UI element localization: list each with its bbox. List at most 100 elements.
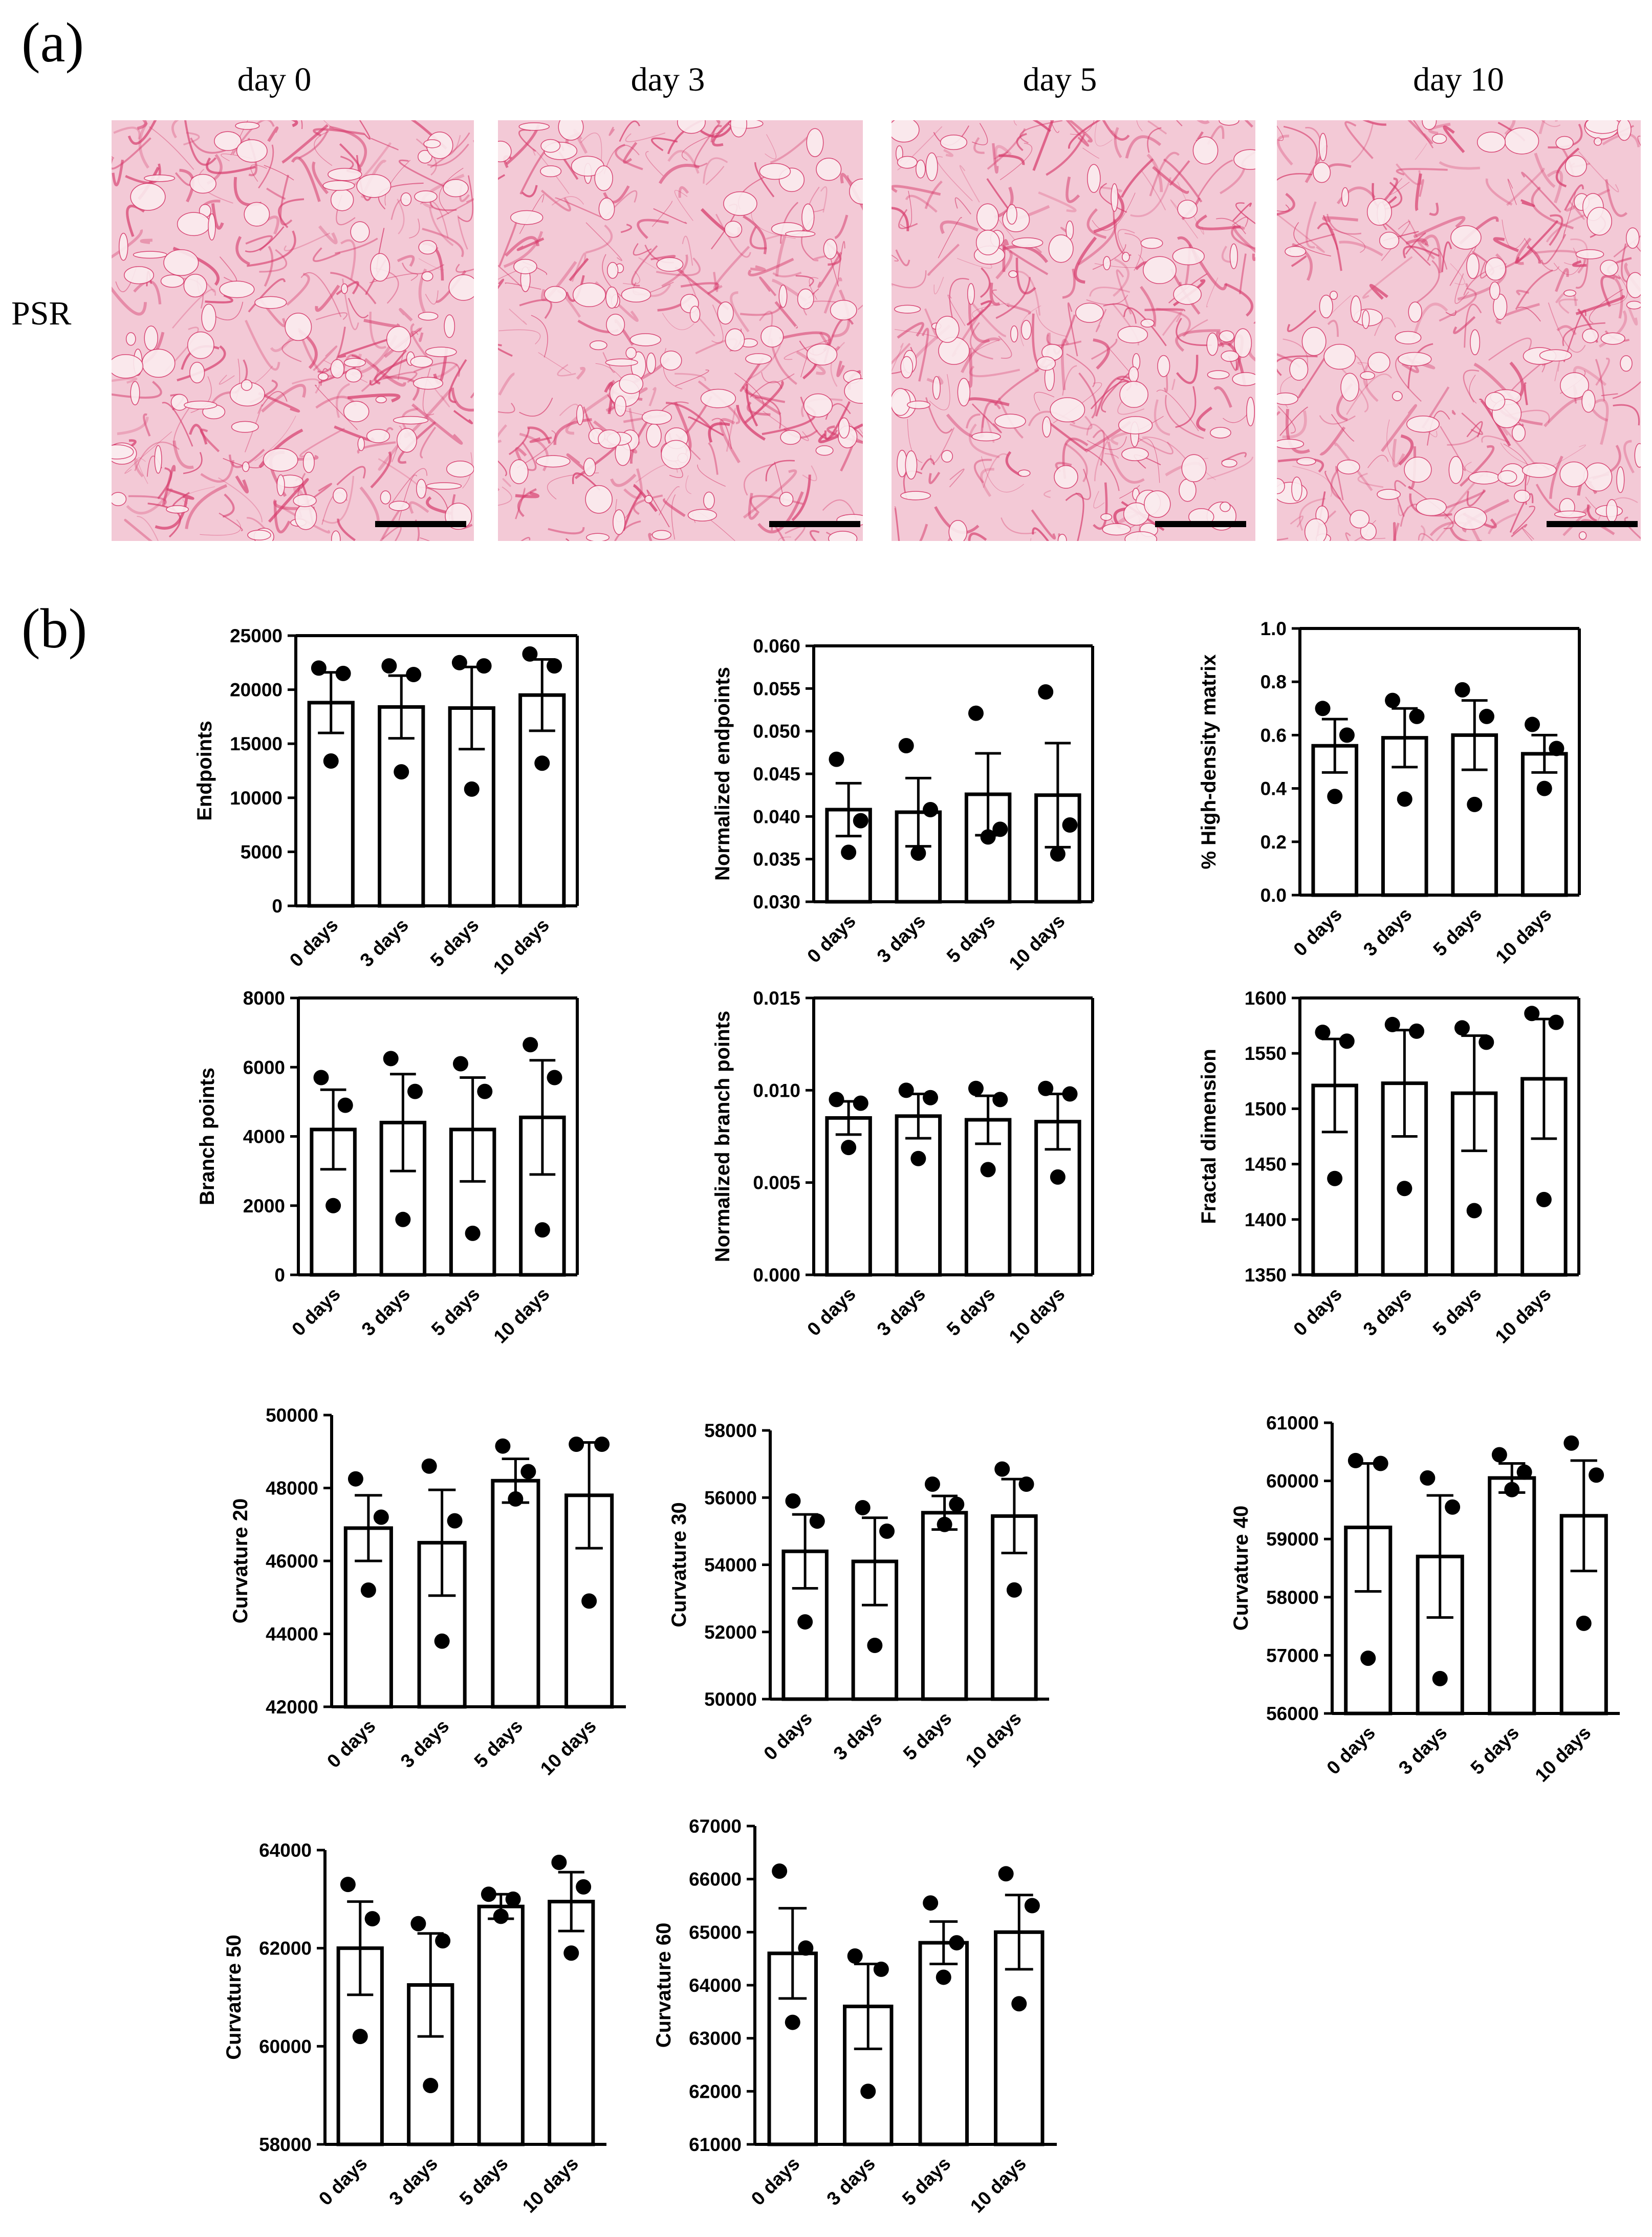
x-tick-label: 0 days bbox=[323, 1715, 379, 1772]
data-point bbox=[522, 646, 538, 662]
x-tick-label: 5 days bbox=[1429, 1284, 1485, 1340]
micrograph-texture bbox=[498, 120, 863, 541]
x-tick-label: 10 days bbox=[1005, 1284, 1069, 1348]
x-tick-label: 0 days bbox=[1289, 1284, 1345, 1340]
data-point bbox=[1479, 1034, 1494, 1050]
data-point bbox=[505, 1891, 521, 1907]
y-tick-label: 58000 bbox=[1266, 1587, 1319, 1608]
y-tick-label: 62000 bbox=[259, 1938, 312, 1959]
y-tick-label: 0 bbox=[274, 1265, 285, 1286]
data-point bbox=[1589, 1467, 1604, 1483]
y-tick-label: 0.045 bbox=[753, 764, 800, 785]
data-point bbox=[1563, 1435, 1579, 1451]
y-tick-label: 60000 bbox=[259, 2036, 312, 2057]
x-tick-label: 3 days bbox=[385, 2153, 441, 2209]
x-tick-label: 5 days bbox=[1466, 1722, 1523, 1778]
data-point bbox=[373, 1509, 389, 1525]
data-point bbox=[1062, 817, 1078, 833]
data-point bbox=[1315, 701, 1331, 716]
y-tick-label: 0.2 bbox=[1260, 832, 1287, 853]
data-point bbox=[1315, 1025, 1331, 1040]
bar bbox=[491, 1479, 540, 1709]
scale-bar bbox=[375, 521, 466, 527]
x-tick-label: 3 days bbox=[356, 915, 412, 971]
micrograph-day-3 bbox=[498, 120, 863, 541]
day-label-0: day 0 bbox=[237, 61, 312, 98]
y-axis-label: Endpoints bbox=[193, 721, 216, 821]
row-label-psr: PSR bbox=[11, 295, 72, 332]
data-point bbox=[421, 1458, 437, 1474]
y-tick-label: 8000 bbox=[243, 988, 285, 1009]
y-tick-label: 0.000 bbox=[753, 1265, 800, 1286]
micrograph-day-10 bbox=[1277, 120, 1641, 541]
data-point bbox=[1454, 1020, 1470, 1036]
y-tick-label: 56000 bbox=[704, 1487, 757, 1508]
data-point bbox=[1536, 780, 1552, 796]
y-tick-label: 1350 bbox=[1245, 1265, 1287, 1286]
data-point bbox=[534, 755, 550, 771]
y-tick-label: 25000 bbox=[230, 625, 282, 646]
data-point bbox=[1516, 1464, 1532, 1480]
x-tick-label: 0 days bbox=[1322, 1722, 1379, 1778]
data-point bbox=[360, 1582, 376, 1598]
x-tick-label: 10 days bbox=[536, 1715, 600, 1779]
bar bbox=[1520, 752, 1568, 897]
y-tick-label: 0.060 bbox=[753, 636, 800, 657]
y-tick-label: 0.0 bbox=[1260, 885, 1287, 906]
data-point bbox=[423, 2078, 439, 2093]
data-point bbox=[992, 821, 1008, 837]
y-tick-label: 54000 bbox=[704, 1555, 757, 1576]
day-label-10: day 10 bbox=[1413, 61, 1504, 98]
day-label-3: day 3 bbox=[631, 61, 705, 98]
data-point bbox=[853, 1095, 868, 1111]
y-tick-label: 1500 bbox=[1245, 1098, 1287, 1119]
data-point bbox=[1050, 1169, 1066, 1185]
chart-5: 0 days 3 days 5 days 10 days 0.000 0.005 0.010… bbox=[711, 988, 1094, 1348]
data-point bbox=[576, 1879, 592, 1895]
data-point bbox=[994, 1461, 1010, 1477]
chart-2: 0 days 3 days 5 days 10 days 0.030 0.035 0.040… bbox=[711, 636, 1094, 974]
micrograph-texture bbox=[112, 120, 474, 541]
y-axis-label: Normalized branch points bbox=[711, 1011, 734, 1262]
day-label-5: day 5 bbox=[1023, 61, 1097, 98]
data-point bbox=[477, 1083, 493, 1099]
data-point bbox=[1524, 1006, 1540, 1022]
data-point bbox=[594, 1437, 610, 1452]
data-point bbox=[1409, 708, 1425, 724]
data-point bbox=[785, 1493, 801, 1509]
y-tick-label: 0.6 bbox=[1260, 725, 1287, 746]
data-point bbox=[381, 658, 397, 674]
data-point bbox=[1385, 692, 1401, 708]
data-point bbox=[924, 1476, 940, 1492]
y-tick-label: 67000 bbox=[689, 1816, 742, 1837]
data-point bbox=[495, 1438, 511, 1454]
data-point bbox=[867, 1638, 883, 1653]
y-tick-label: 52000 bbox=[704, 1622, 757, 1643]
data-point bbox=[581, 1593, 597, 1609]
y-tick-label: 58000 bbox=[704, 1420, 757, 1441]
y-tick-label: 0.030 bbox=[753, 892, 800, 913]
data-point bbox=[406, 667, 422, 683]
data-point bbox=[407, 1083, 423, 1099]
x-tick-label: 10 days bbox=[490, 1284, 554, 1348]
chart-10: 0 days 3 days 5 days 10 days 58000 60000 62000… bbox=[223, 1840, 606, 2217]
data-point bbox=[968, 1080, 984, 1096]
y-tick-label: 0.050 bbox=[753, 721, 800, 742]
data-point bbox=[1327, 789, 1343, 805]
data-point bbox=[980, 829, 996, 845]
bar bbox=[921, 1511, 968, 1701]
x-tick-label: 10 days bbox=[518, 2153, 582, 2217]
data-point bbox=[855, 1500, 871, 1515]
y-tick-label: 1450 bbox=[1245, 1154, 1287, 1175]
y-tick-label: 61000 bbox=[1266, 1413, 1319, 1434]
data-point bbox=[434, 1633, 450, 1649]
y-tick-label: 0.015 bbox=[753, 988, 800, 1009]
data-point bbox=[1536, 1191, 1552, 1207]
data-point bbox=[364, 1911, 380, 1927]
y-tick-label: 0.040 bbox=[753, 806, 800, 827]
data-point bbox=[898, 738, 914, 753]
data-point bbox=[898, 1082, 914, 1098]
x-tick-label: 10 days bbox=[1491, 904, 1555, 968]
data-point bbox=[1006, 1582, 1022, 1598]
